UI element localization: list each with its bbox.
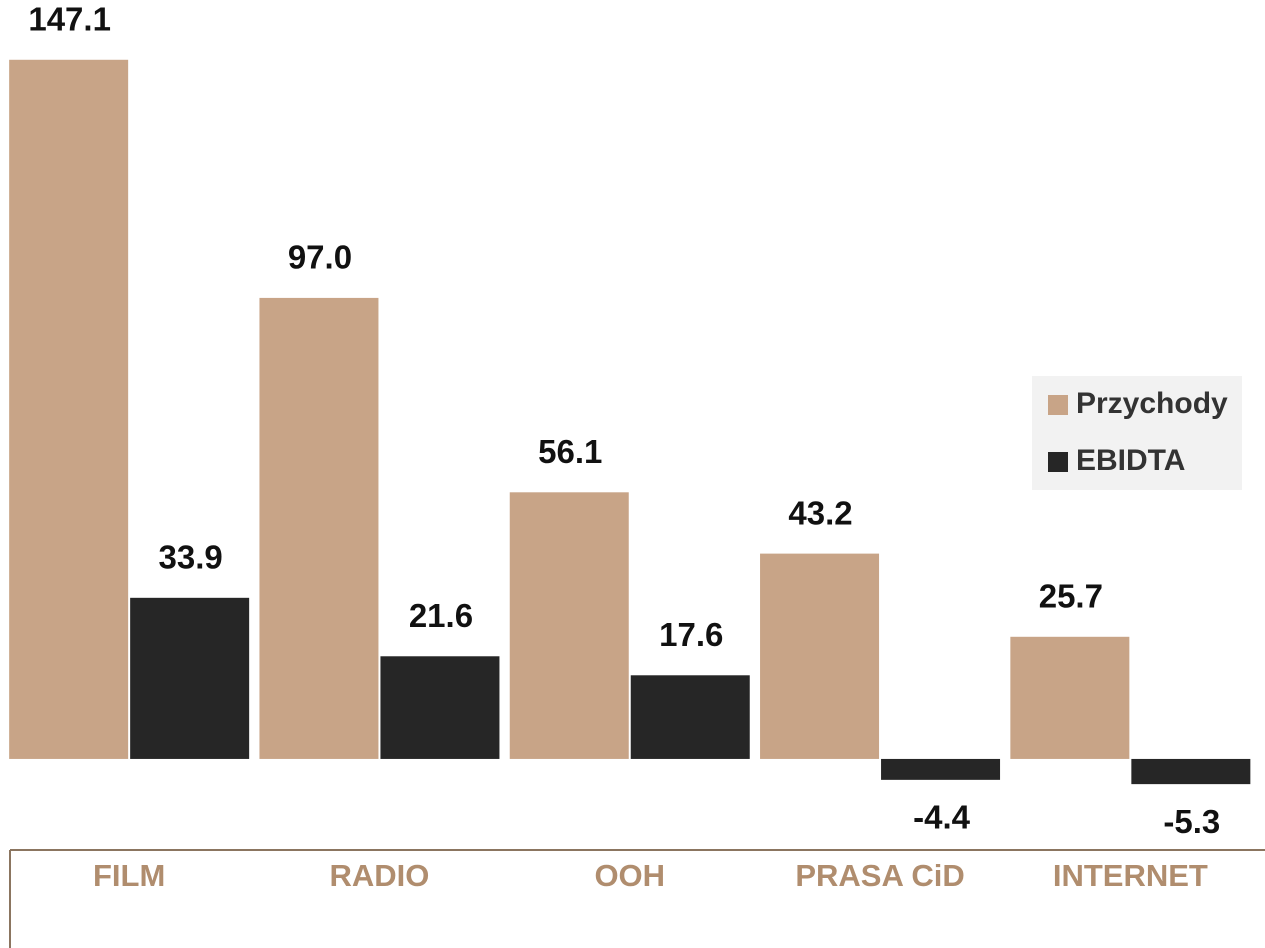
x-tick-label: INTERNET xyxy=(1053,858,1208,893)
data-label: 147.1 xyxy=(28,1,111,38)
x-tick-label: PRASA CiD xyxy=(795,858,964,893)
data-label: 56.1 xyxy=(538,433,602,470)
legend-swatch xyxy=(1048,452,1068,472)
data-label: 43.2 xyxy=(788,494,852,531)
legend-swatch xyxy=(1048,395,1068,415)
data-label: 33.9 xyxy=(159,539,223,576)
bar xyxy=(380,656,500,759)
bar xyxy=(1131,758,1251,785)
x-tick-label: FILM xyxy=(93,858,165,893)
x-tick-label: RADIO xyxy=(330,858,430,893)
bar xyxy=(130,597,250,759)
bar xyxy=(760,553,880,759)
legend-label: EBIDTA xyxy=(1076,444,1185,477)
bar xyxy=(881,758,1001,780)
bar xyxy=(9,59,129,759)
data-label: 97.0 xyxy=(288,239,352,276)
x-tick-label: OOH xyxy=(594,858,665,893)
data-label: 25.7 xyxy=(1039,578,1103,615)
data-label: 21.6 xyxy=(409,597,473,634)
data-label: -5.3 xyxy=(1163,803,1220,840)
legend-label: Przychody xyxy=(1076,387,1228,420)
data-label: 17.6 xyxy=(659,616,723,653)
data-label: -4.4 xyxy=(913,799,971,836)
bar xyxy=(509,492,629,759)
bar xyxy=(1010,636,1130,759)
bar xyxy=(259,297,379,759)
bar xyxy=(630,675,750,759)
